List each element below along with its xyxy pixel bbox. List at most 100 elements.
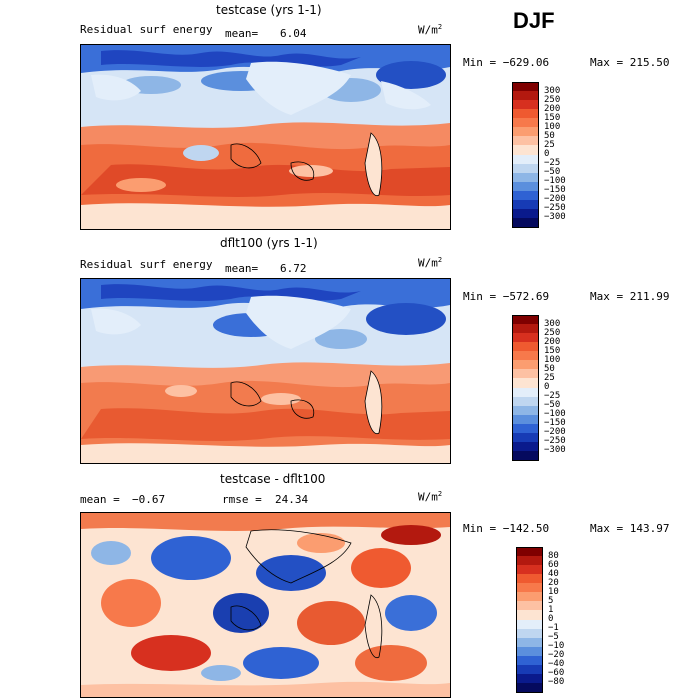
colorbar-tick-label: −1 — [548, 623, 559, 634]
colorbar-swatch — [512, 199, 539, 210]
colorbar-tick-label: −100 — [544, 409, 566, 420]
panel-1-colorbar: 300 250 200 150 100 50 25 0 −25 −50 −100 −150 −200 −2… — [512, 82, 572, 228]
colorbar-swatch — [516, 583, 543, 593]
colorbar-swatch — [516, 574, 543, 584]
colorbar-swatch — [512, 387, 539, 398]
colorbar-tick-label: 0 — [544, 149, 550, 159]
colorbar-swatch — [512, 118, 539, 128]
colorbar-tick-label: −25 — [544, 158, 561, 169]
colorbar-tick-label: −100 — [544, 176, 566, 187]
colorbar-swatch — [512, 450, 539, 461]
colorbar-tick-label: 100 — [544, 121, 561, 132]
panel-2-variable-label: Residual surf energy — [80, 258, 213, 271]
colorbar-swatch — [512, 333, 539, 343]
panel-3-rmse-value: 24.34 — [275, 493, 309, 506]
panel-2-mean-value: 6.72 — [280, 262, 307, 275]
panel-3-mean-label: mean = — [80, 493, 120, 506]
panel-2-min: Min = −572.69 — [463, 290, 550, 303]
colorbar-swatch — [512, 100, 539, 110]
colorbar-swatch — [512, 127, 539, 137]
panel-1-map — [80, 44, 451, 230]
colorbar-swatch — [512, 369, 539, 379]
colorbar-swatch — [512, 315, 539, 325]
colorbar-swatch — [512, 154, 539, 165]
colorbar-swatch — [512, 396, 539, 407]
colorbar-tick-label: 80 — [548, 550, 559, 561]
colorbar-tick-label: 25 — [544, 139, 555, 150]
colorbar-swatch — [512, 181, 539, 192]
panel-2-mean-label: mean= — [225, 262, 259, 275]
colorbar-swatch — [512, 136, 539, 146]
colorbar-tick-label: 20 — [548, 577, 559, 588]
colorbar-tick-label: 200 — [544, 336, 561, 347]
colorbar-tick-label: 300 — [544, 318, 561, 329]
colorbar-tick-label: 250 — [544, 327, 561, 338]
panel-3-max: Max = 143.97 — [590, 522, 670, 535]
panel-1-max: Max = 215.50 — [590, 56, 670, 69]
colorbar-tick-label: 1 — [548, 604, 554, 615]
colorbar-swatch — [512, 190, 539, 201]
colorbar-swatch — [512, 145, 539, 155]
colorbar-tick-label: 5 — [548, 595, 554, 606]
panel-3-colorbar: 80 60 40 20 10 5 1 0 −1 −5 −10 −20 −40 −60 −80 — [516, 547, 576, 693]
colorbar-tick-label: −300 — [544, 445, 566, 456]
colorbar-swatch — [512, 423, 539, 434]
colorbar-tick-label: −60 — [548, 668, 565, 679]
colorbar-swatch — [512, 414, 539, 425]
colorbar-swatch — [512, 378, 539, 388]
panel-2-colorbar: 300 250 200 150 100 50 25 0 −25 −50 −100 −150 −200 −2… — [512, 315, 572, 461]
colorbar-swatch — [512, 441, 539, 452]
panel-2-map-field — [81, 279, 450, 463]
colorbar-swatch — [516, 664, 543, 675]
colorbar-tick-label: −200 — [544, 194, 566, 205]
colorbar-swatch — [516, 547, 543, 557]
panel-3-title: testcase - dflt100 — [220, 472, 326, 486]
colorbar-tick-label: −250 — [544, 203, 566, 214]
colorbar-swatch — [512, 82, 539, 92]
colorbar-swatch — [516, 565, 543, 575]
colorbar-tick-label: 40 — [548, 568, 559, 579]
colorbar-swatch — [512, 324, 539, 334]
colorbar-swatch — [512, 351, 539, 361]
colorbar-swatch — [512, 342, 539, 352]
colorbar-swatch — [512, 163, 539, 174]
colorbar-tick-label: −50 — [544, 167, 561, 178]
panel-3-units: W/m2 — [418, 490, 443, 504]
colorbar-tick-label: −250 — [544, 436, 566, 447]
panel-2-units: W/m2 — [418, 256, 443, 270]
panel-1-title: testcase (yrs 1-1) — [216, 3, 322, 17]
colorbar-tick-label: 50 — [544, 363, 555, 374]
panel-2-max: Max = 211.99 — [590, 290, 670, 303]
panel-1-mean-label: mean= — [225, 27, 259, 40]
colorbar-tick-label: 60 — [548, 559, 559, 570]
colorbar-tick-label: −40 — [548, 659, 565, 670]
colorbar-tick-label: −150 — [544, 418, 566, 429]
panel-2-title: dflt100 (yrs 1-1) — [220, 236, 318, 250]
colorbar-swatch — [512, 405, 539, 416]
season-label: DJF — [513, 8, 555, 33]
colorbar-tick-label: −25 — [544, 391, 561, 402]
colorbar-tick-label: 300 — [544, 85, 561, 96]
colorbar-swatch — [512, 91, 539, 101]
panel-3-map-field — [81, 513, 450, 697]
panel-1-mean-value: 6.04 — [280, 27, 307, 40]
panel-3-map — [80, 512, 451, 698]
colorbar-tick-label: 25 — [544, 372, 555, 383]
colorbar-swatch — [512, 172, 539, 183]
colorbar-tick-label: 0 — [544, 382, 550, 392]
colorbar-swatch — [512, 432, 539, 443]
colorbar-swatch — [512, 217, 539, 228]
colorbar-tick-label: 150 — [544, 112, 561, 123]
colorbar-swatch — [516, 628, 543, 639]
colorbar-tick-label: −300 — [544, 212, 566, 223]
colorbar-tick-label: 250 — [544, 94, 561, 105]
colorbar-tick-label: 50 — [544, 130, 555, 141]
colorbar-tick-label: 150 — [544, 345, 561, 356]
colorbar-tick-label: 0 — [548, 614, 554, 624]
colorbar-swatch — [516, 646, 543, 657]
colorbar-swatch — [516, 655, 543, 666]
colorbar-tick-label: −200 — [544, 427, 566, 438]
colorbar-tick-label: −10 — [548, 641, 565, 652]
panel-3-mean-value: −0.67 — [132, 493, 166, 506]
colorbar-tick-label: 100 — [544, 354, 561, 365]
